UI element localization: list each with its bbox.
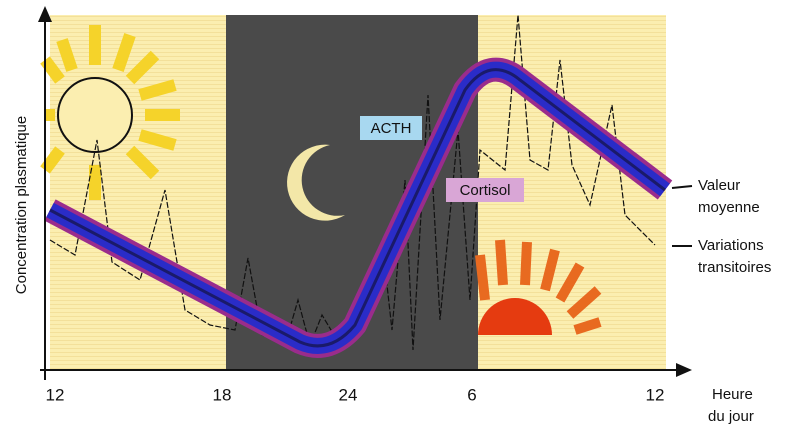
x-tick-label: 24 [339, 385, 358, 404]
y-axis-label: Concentration plasmatique [13, 116, 30, 294]
x-tick-label: 18 [213, 385, 232, 404]
legend-label: transitoires [698, 259, 771, 276]
x-axis-arrow [676, 363, 692, 377]
legend-label: Variations [698, 237, 764, 254]
x-axis-label: du jour [708, 408, 754, 425]
x-axis-label: Heure [712, 386, 753, 403]
y-axis-arrow [38, 6, 52, 22]
legend-label: Valeur [698, 177, 740, 194]
legend-line [672, 186, 692, 188]
cortisol-label: Cortisol [460, 182, 511, 199]
acth-label: ACTH [371, 120, 412, 137]
page: ACTH Cortisol Concentration plasmatique … [0, 0, 799, 434]
sun-disc [58, 78, 132, 152]
diagram: ACTH Cortisol Concentration plasmatique … [0, 0, 799, 434]
x-tick-label: 12 [46, 385, 65, 404]
x-tick-label: 6 [467, 385, 476, 404]
x-tick-label: 12 [646, 385, 665, 404]
legend-label: moyenne [698, 199, 760, 216]
